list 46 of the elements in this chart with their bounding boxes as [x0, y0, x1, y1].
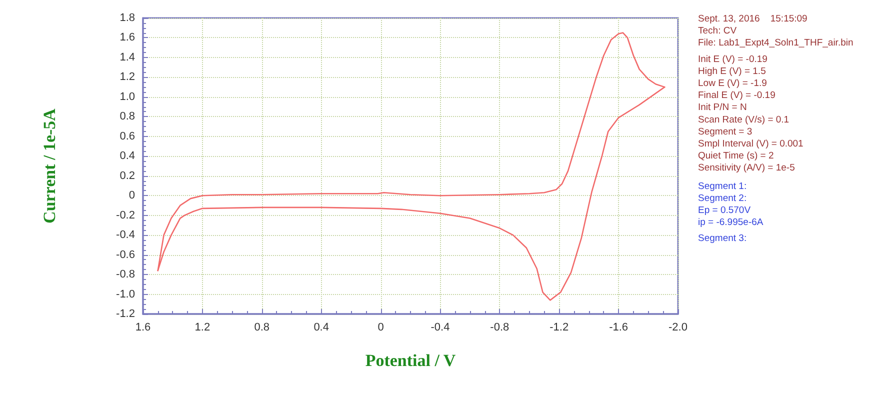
y-tick-label: 0.2 — [120, 170, 135, 182]
text: Final E (V) = -0.19 — [698, 90, 776, 102]
y-tick-label: 1.8 — [120, 12, 135, 24]
text: Ep = 0.570V — [698, 205, 752, 216]
x-tick-label: 0.4 — [314, 322, 329, 334]
y-tick-label: 0.4 — [120, 150, 135, 162]
x-axis-title: Potential / V — [365, 351, 456, 370]
text: Init E (V) = -0.19 — [698, 54, 768, 65]
x-tick-label: -0.4 — [430, 322, 450, 334]
text: Tech: CV — [698, 26, 738, 37]
text: Segment 2: — [698, 192, 747, 204]
text: Sept. 13, 2016 15:15:09 — [698, 14, 808, 24]
y-tick-label: 0.6 — [120, 130, 135, 142]
text: Scan Rate (V/s) = 0.1 — [698, 114, 790, 126]
y-tick-label: -0.6 — [116, 248, 135, 261]
text: ip = -6.995e-6A — [698, 217, 764, 228]
y-axis-title: Current / 1e-5A — [40, 108, 59, 224]
x-tick-label: 0 — [378, 322, 384, 334]
text: Segment 1: — [698, 180, 747, 192]
x-tick-label: -1.6 — [609, 322, 628, 334]
text: File: Lab1_Expt4_Soln1_THF_air.bin — [698, 38, 854, 49]
y-tick-label: 1.2 — [120, 71, 135, 84]
text: Smpl Interval (V) = 0.001 — [698, 138, 804, 150]
x-tick-label: 1.2 — [194, 322, 210, 334]
x-tick-label: -1.2 — [550, 322, 569, 334]
y-tick-label: 1.4 — [120, 51, 135, 64]
y-tick-label: 1.0 — [120, 90, 135, 103]
x-tick-label: 0.8 — [254, 322, 270, 334]
text: Low E (V) = -1.9 — [698, 78, 767, 89]
text: Quiet Time (s) = 2 — [698, 150, 774, 162]
x-tick-label: -0.8 — [490, 322, 510, 334]
text: Segment 3: — [698, 233, 747, 244]
y-tick-label: -1.2 — [116, 308, 135, 320]
x-tick-label: 1.6 — [135, 322, 151, 334]
y-tick-label: 0.8 — [120, 110, 135, 123]
y-tick-label: 0 — [128, 190, 135, 202]
y-tick-label: -1.0 — [116, 288, 135, 300]
y-tick-label: -0.8 — [116, 268, 135, 281]
x-tick-label: -2.0 — [668, 322, 688, 334]
text: Sensitivity (A/V) = 1e-5 — [698, 162, 795, 174]
y-tick-label: -0.4 — [116, 229, 135, 242]
text: Segment = 3 — [698, 126, 752, 138]
y-tick-label: 1.6 — [120, 32, 135, 44]
y-tick-label: -0.2 — [116, 209, 135, 222]
text: Init P/N = N — [698, 102, 747, 114]
text: High E (V) = 1.5 — [698, 66, 766, 77]
